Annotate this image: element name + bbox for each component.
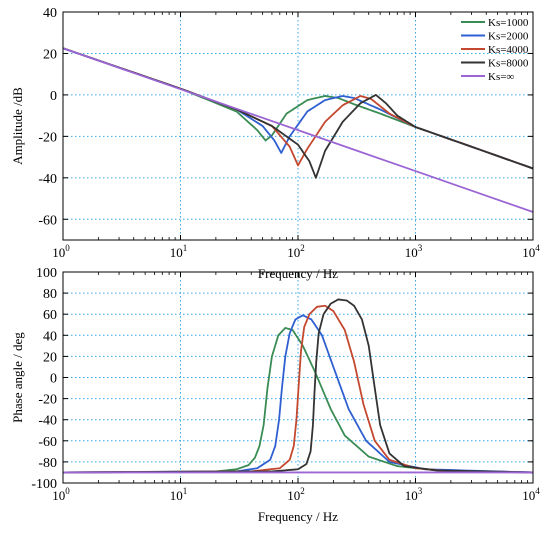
x-tick-base: 10 bbox=[405, 488, 418, 503]
x-tick-base: 10 bbox=[522, 245, 535, 260]
x-tick-label: 102 bbox=[287, 486, 305, 503]
x-tick-exp: 0 bbox=[65, 243, 70, 253]
y-tick-label: 40 bbox=[43, 329, 57, 344]
y-tick-label: 80 bbox=[43, 287, 57, 302]
x-tick-label: 102 bbox=[287, 243, 305, 260]
x-tick-base: 10 bbox=[287, 245, 300, 260]
x-tick-base: 10 bbox=[52, 245, 65, 260]
y-tick-label: 20 bbox=[43, 350, 57, 365]
legend-label-4: Ks=8000 bbox=[488, 58, 529, 70]
series-line-5 bbox=[62, 47, 534, 213]
x-tick-base: 10 bbox=[405, 245, 418, 260]
y-tick-label: -100 bbox=[31, 477, 57, 492]
series-group bbox=[62, 47, 534, 213]
legend-label-1: Ks=1000 bbox=[488, 17, 529, 29]
x-tick-base: 10 bbox=[170, 488, 183, 503]
y-tick-label: -20 bbox=[38, 130, 57, 145]
x-tick-base: 10 bbox=[170, 245, 183, 260]
legend-label-3: Ks=4000 bbox=[488, 44, 529, 56]
series-line-1 bbox=[62, 47, 534, 170]
x-tick-label: 100 bbox=[52, 486, 70, 503]
x-tick-label: 103 bbox=[405, 486, 423, 503]
x-tick-label: 101 bbox=[170, 243, 188, 260]
y-axis-label: Phase angle / deg bbox=[10, 332, 25, 423]
x-tick-label: 101 bbox=[170, 486, 188, 503]
x-tick-exp: 2 bbox=[300, 486, 305, 496]
x-tick-exp: 4 bbox=[535, 486, 540, 496]
phase-chart: 100 101 102 103 104-100-80-60-40-20020406080… bbox=[10, 266, 540, 524]
series-line-4 bbox=[62, 298, 534, 474]
x-tick-exp: 1 bbox=[183, 243, 188, 253]
series-line-3 bbox=[62, 304, 534, 474]
x-tick-exp: 1 bbox=[183, 486, 188, 496]
x-tick-exp: 4 bbox=[535, 243, 540, 253]
y-tick-label: 20 bbox=[43, 47, 57, 62]
y-tick-label: -60 bbox=[38, 213, 57, 228]
y-tick-label: 0 bbox=[50, 89, 57, 104]
x-tick-label: 100 bbox=[52, 243, 70, 260]
x-tick-label: 103 bbox=[405, 243, 423, 260]
legend-label-2: Ks=2000 bbox=[488, 31, 529, 43]
x-tick-exp: 2 bbox=[300, 243, 305, 253]
x-tick-base: 10 bbox=[522, 488, 535, 503]
legend-label-5: Ks=∞ bbox=[488, 71, 514, 83]
y-tick-label: -60 bbox=[38, 435, 57, 450]
y-axis-label: Amplitude /dB bbox=[10, 87, 25, 165]
series-line-1 bbox=[62, 327, 534, 474]
series-line-2 bbox=[62, 314, 534, 474]
y-tick-label: -40 bbox=[38, 414, 57, 429]
y-tick-label: -40 bbox=[38, 172, 57, 187]
x-tick-base: 10 bbox=[52, 488, 65, 503]
y-tick-label: -20 bbox=[38, 393, 57, 408]
y-tick-label: 0 bbox=[50, 372, 57, 387]
y-tick-label: 40 bbox=[43, 6, 57, 21]
x-axis-label: Frequency / Hz bbox=[258, 509, 338, 524]
series-line-4 bbox=[62, 47, 534, 179]
y-tick-label: 100 bbox=[36, 266, 57, 281]
x-tick-exp: 3 bbox=[418, 486, 423, 496]
x-tick-base: 10 bbox=[287, 488, 300, 503]
y-tick-label: 60 bbox=[43, 308, 57, 323]
series-group bbox=[62, 298, 534, 474]
x-tick-exp: 0 bbox=[65, 486, 70, 496]
x-tick-label: 104 bbox=[522, 486, 540, 503]
y-tick-label: -80 bbox=[38, 456, 57, 471]
x-tick-label: 104 bbox=[522, 243, 540, 260]
x-tick-exp: 3 bbox=[418, 243, 423, 253]
